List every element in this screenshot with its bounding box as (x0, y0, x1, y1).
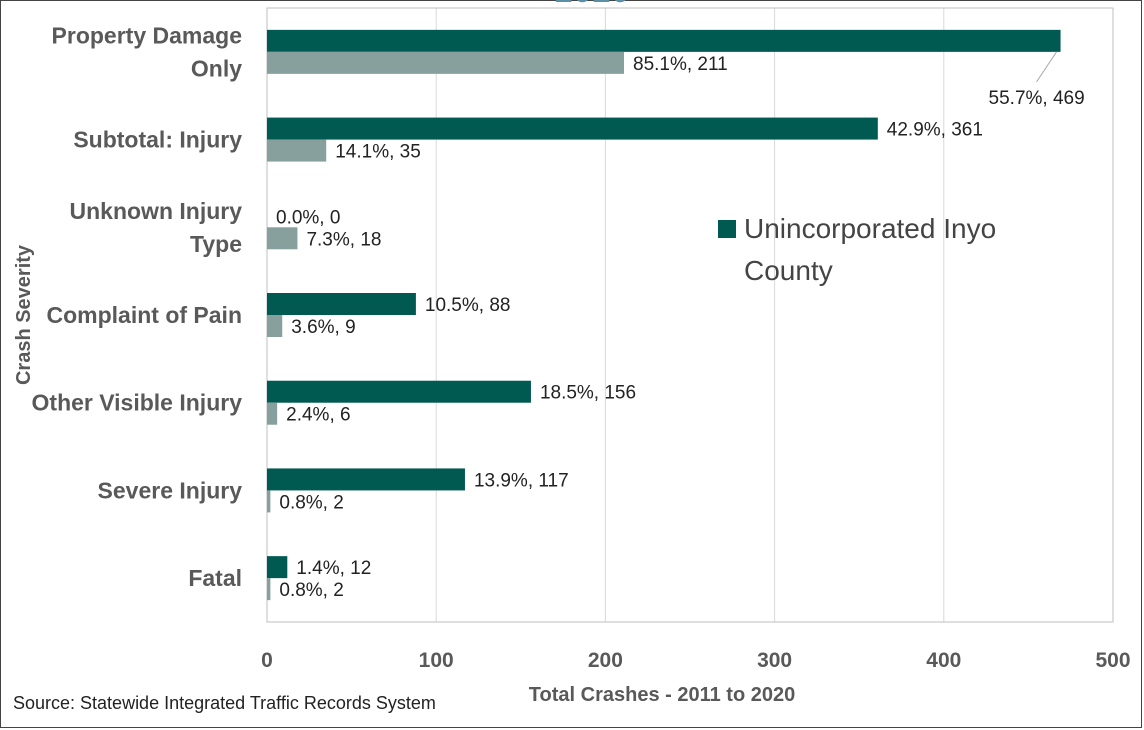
data-label: 55.7%, 469 (989, 88, 1085, 109)
bar-secondary (267, 140, 326, 162)
data-label: 1.4%, 12 (296, 558, 371, 579)
data-label: 3.6%, 9 (291, 317, 355, 338)
category-labels: Property Damage Only Subtotal: Injury Unkno… (32, 22, 243, 591)
data-label: 0.8%, 2 (279, 580, 343, 601)
legend-label: Unincorporated Inyo (744, 213, 996, 244)
category-label: Fatal (188, 565, 242, 591)
category-label: Subtotal: Injury (73, 127, 242, 153)
x-axis-title: Total Crashes - 2011 to 2020 (529, 684, 795, 706)
x-tick-label: 500 (1095, 649, 1130, 672)
x-tick-label: 200 (588, 649, 623, 672)
x-tick-label: 400 (926, 649, 961, 672)
y-axis-title: Crash Severity (13, 244, 35, 385)
x-tick-label: 100 (419, 649, 454, 672)
data-label: 18.5%, 156 (540, 383, 636, 404)
bar-primary (267, 556, 287, 578)
bar-secondary (267, 403, 277, 425)
bar-primary (267, 293, 416, 315)
bar-secondary (267, 578, 270, 600)
data-label: 0.0%, 0 (276, 207, 340, 228)
source-note: Source: Statewide Integrated Traffic Rec… (13, 693, 436, 713)
bar-secondary (267, 490, 270, 512)
legend: Unincorporated Inyo County (718, 213, 996, 286)
category-label: Type (190, 231, 242, 257)
leader-line (1037, 52, 1057, 82)
bar-secondary (267, 52, 624, 74)
data-label: 85.1%, 211 (633, 54, 728, 75)
legend-label: County (744, 255, 833, 286)
bar-primary (267, 118, 878, 140)
bars (267, 30, 1061, 600)
data-label: 2.4%, 6 (286, 405, 350, 426)
data-label: 0.8%, 2 (279, 492, 343, 513)
category-label: Property Damage (52, 22, 242, 48)
category-label: Severe Injury (98, 477, 243, 503)
category-label: Only (191, 55, 242, 81)
x-tick-label: 300 (757, 649, 792, 672)
bar-primary (267, 468, 465, 490)
data-label: 13.9%, 117 (474, 470, 569, 491)
bar-primary (267, 381, 531, 403)
data-label: 10.5%, 88 (425, 295, 511, 316)
data-label: 14.1%, 35 (335, 142, 421, 163)
x-tick-labels: 0 100 200 300 400 500 (261, 649, 1130, 672)
data-label: 42.9%, 361 (887, 120, 983, 141)
data-label: 7.3%, 18 (306, 229, 381, 250)
bar-primary (267, 30, 1061, 52)
x-tick-label: 0 (261, 649, 273, 672)
category-label: Unknown Injury (70, 198, 243, 224)
category-label: Other Visible Injury (32, 390, 243, 416)
category-label: Complaint of Pain (47, 302, 243, 328)
bar-secondary (267, 315, 282, 337)
legend-swatch (718, 220, 736, 238)
bar-secondary (267, 227, 297, 249)
chart-title: 2020 (554, 0, 630, 10)
